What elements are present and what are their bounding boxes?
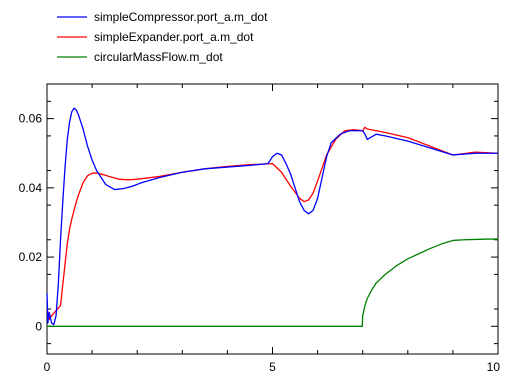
legend-label-expander: simpleExpander.port_a.m_dot [94, 30, 254, 44]
legend-label-compressor: simpleCompressor.port_a.m_dot [94, 10, 268, 24]
y-tick-label: 0.06 [19, 112, 43, 126]
legend-label-circular-mass-flow: circularMassFlow.m_dot [94, 50, 223, 64]
x-tick-label: 5 [269, 360, 276, 374]
legend: simpleCompressor.port_a.m_dot simpleExpa… [57, 10, 268, 64]
axes: 0 0.02 0.04 0.06 0 5 10 [19, 84, 501, 374]
plot-area [46, 83, 499, 355]
series-line-circular-mass-flow [47, 238, 498, 327]
y-tick-label: 0.02 [19, 250, 43, 264]
x-tick-label: 10 [487, 360, 501, 374]
y-tick-label: 0 [35, 319, 42, 333]
series-group [46, 107, 499, 327]
x-tick-label: 0 [44, 360, 51, 374]
series-line-compressor [46, 107, 498, 326]
y-tick-label: 0.04 [19, 181, 43, 195]
